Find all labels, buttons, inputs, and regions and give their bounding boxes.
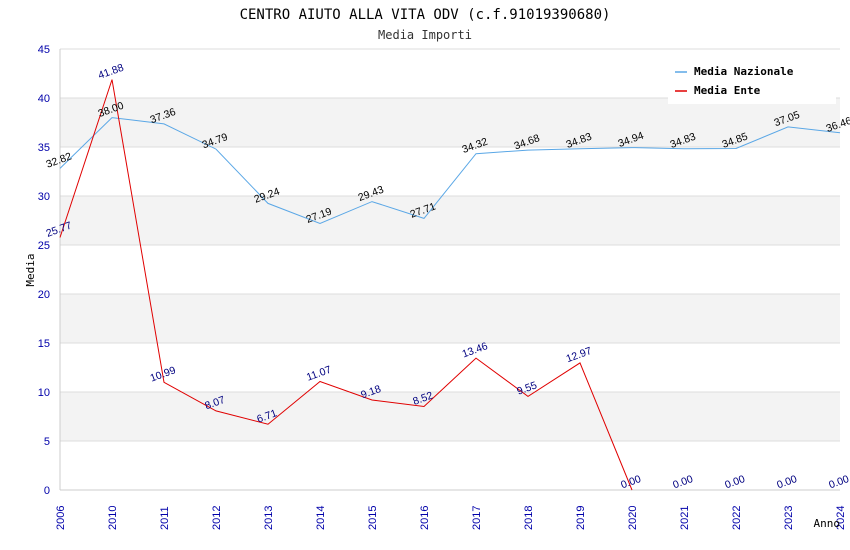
x-tick-label: 2010: [107, 506, 119, 530]
x-tick-label: 2013: [263, 506, 275, 530]
x-tick-label: 2019: [575, 506, 587, 530]
grid-band: [60, 196, 840, 245]
x-tick-label: 2014: [315, 506, 327, 530]
x-tick-label: 2021: [679, 506, 691, 530]
data-label-media-ente: 0.00: [723, 473, 746, 491]
series-lines: [59, 79, 841, 491]
data-label-media-ente: 0.00: [671, 473, 694, 491]
x-tick-label: 2020: [627, 506, 639, 530]
x-tick-label: 2024: [835, 506, 847, 530]
grid-band: [60, 98, 840, 147]
grid-bands: [60, 98, 840, 441]
y-tick-label: 30: [38, 191, 50, 203]
y-tick-label: 20: [38, 289, 50, 301]
chart-subtitle: Media Importi: [378, 28, 472, 42]
y-tick-label: 10: [38, 387, 50, 399]
series-line-media-nazionale: [59, 117, 841, 225]
legend: Media Nazionale Media Ente: [668, 58, 836, 104]
y-tick-label: 40: [38, 93, 50, 105]
x-tick-label: 2023: [783, 506, 795, 530]
x-tick-label: 2016: [419, 506, 431, 530]
series-line-media-ente: [59, 79, 633, 491]
chart-title: CENTRO AIUTO ALLA VITA ODV (c.f.91019390…: [240, 7, 611, 23]
y-tick-label: 35: [38, 142, 50, 154]
data-label-media-ente: 11.07: [305, 364, 333, 384]
y-tick-label: 5: [44, 436, 50, 448]
y-axis-label: Media: [24, 253, 37, 286]
x-axis-label: Anno: [814, 517, 841, 530]
y-tick-label: 45: [38, 44, 50, 56]
y-tick-label: 25: [38, 240, 50, 252]
legend-label-media-ente: Media Ente: [694, 84, 761, 97]
data-label-media-ente: 10.99: [149, 364, 178, 384]
y-tick-label: 15: [38, 338, 50, 350]
x-tick-label: 2012: [211, 506, 223, 530]
x-tick-label: 2017: [471, 506, 483, 530]
x-tick-label: 2022: [731, 506, 743, 530]
data-label-media-ente: 0.00: [775, 473, 798, 491]
grid-band: [60, 294, 840, 343]
data-label-media-ente: 0.00: [827, 473, 850, 491]
y-tick-label: 0: [44, 485, 50, 497]
y-tick-labels: 0 5 10 15 20 25 30 35 40 45: [38, 44, 50, 497]
data-label-media-ente: 41.88: [97, 62, 126, 82]
x-tick-label: 2018: [523, 506, 535, 530]
x-tick-label: 2011: [159, 506, 171, 530]
x-tick-labels: 2006 2010 2011 2012 2013 2014 2015 2016 2017 2018…: [55, 506, 847, 530]
grid-band: [60, 392, 840, 441]
data-label-media-ente: 12.97: [565, 345, 594, 365]
legend-box: [668, 58, 836, 104]
x-tick-label: 2006: [55, 506, 67, 530]
x-tick-label: 2015: [367, 506, 379, 530]
legend-label-media-nazionale: Media Nazionale: [694, 65, 794, 78]
